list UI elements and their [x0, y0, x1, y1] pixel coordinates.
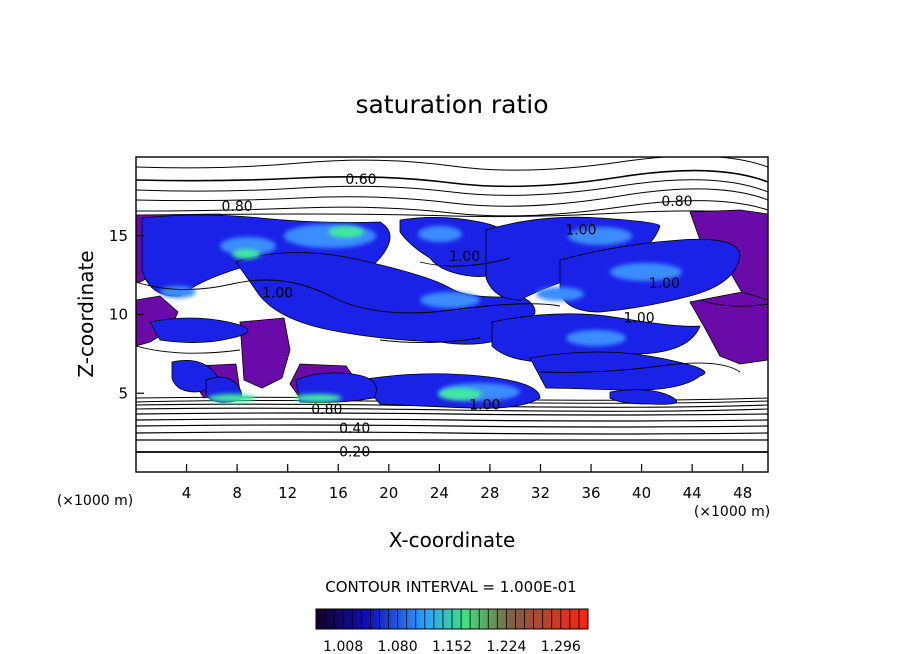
supersaturation-fields — [136, 209, 768, 409]
plot-area: 0.60 0.80 0.80 1.00 1.00 1.00 1.00 1.00 1.00 0.80… — [109, 156, 769, 502]
upper-contour-lines — [136, 157, 768, 218]
colorbar-tick-label: 1.224 — [486, 639, 526, 654]
colorbar-tick-labels: 1.008 1.080 1.152 1.224 1.296 — [323, 639, 581, 654]
x-tick-label: 44 — [683, 484, 702, 502]
x-tick-label: 28 — [480, 484, 499, 502]
colorbar-tick-label: 1.296 — [541, 639, 581, 654]
x-axis-label: X-coordinate — [389, 528, 516, 552]
x-unit-left: (×1000 m) — [57, 493, 133, 509]
x-tick-label: 16 — [329, 484, 348, 502]
contour-label: 1.00 — [623, 311, 654, 327]
contour-labels: 0.60 0.80 0.80 1.00 1.00 1.00 1.00 1.00 1.00 0.80… — [222, 172, 693, 460]
colorbar: 1.008 1.080 1.152 1.224 1.296 — [315, 608, 589, 654]
colorbar-tick-label: 1.152 — [432, 639, 472, 654]
x-tick-label: 24 — [430, 484, 449, 502]
y-tick-label: 15 — [109, 227, 128, 245]
colorbar-tick-label: 1.080 — [378, 639, 418, 654]
x-tick-label: 12 — [278, 484, 297, 502]
x-tick-label: 36 — [581, 484, 600, 502]
contour-label: 0.80 — [311, 402, 342, 418]
mid-contour-lines — [136, 257, 768, 373]
x-axis-ticks: 4 8 12 16 20 24 28 32 36 40 44 48 — [182, 464, 752, 502]
chart-title: saturation ratio — [355, 90, 548, 119]
contour-interval-note: CONTOUR INTERVAL = 1.000E-01 — [325, 578, 576, 596]
y-axis-label: Z-coordinate — [74, 250, 98, 377]
contour-label: 0.80 — [661, 194, 692, 210]
y-tick-label: 10 — [109, 306, 128, 324]
contour-label: 1.00 — [469, 397, 500, 413]
colorbar-stripes — [324, 609, 580, 629]
y-axis-ticks: 5 10 15 — [109, 227, 144, 402]
contour-label: 1.00 — [649, 276, 680, 292]
contour-label: 0.80 — [222, 199, 253, 215]
contour-label: 1.00 — [262, 285, 293, 301]
x-tick-label: 40 — [632, 484, 651, 502]
y-tick-label: 5 — [118, 384, 128, 402]
contour-label: 0.40 — [339, 421, 370, 437]
x-tick-label: 32 — [531, 484, 550, 502]
x-tick-label: 20 — [379, 484, 398, 502]
contour-label: 1.00 — [449, 249, 480, 265]
contour-label: 0.20 — [339, 445, 370, 461]
x-tick-label: 8 — [232, 484, 242, 502]
x-tick-label: 48 — [733, 484, 752, 502]
x-unit-right: (×1000 m) — [694, 504, 770, 520]
contour-label: 1.00 — [565, 222, 596, 238]
colorbar-tick-label: 1.008 — [323, 639, 363, 654]
x-tick-label: 4 — [182, 484, 192, 502]
contour-label: 0.60 — [345, 172, 376, 188]
